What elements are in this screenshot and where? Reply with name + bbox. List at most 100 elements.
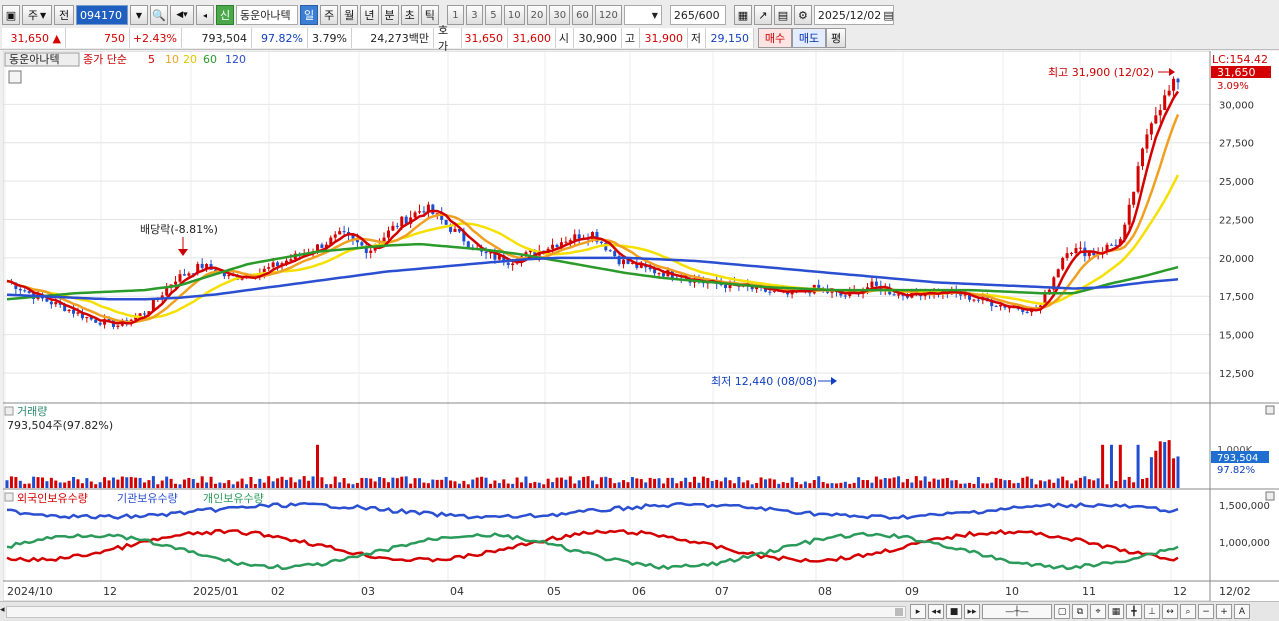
- ma-10-label[interactable]: 10: [165, 53, 179, 66]
- candle-body: [1163, 95, 1167, 110]
- forward-icon[interactable]: ▸▸: [964, 604, 980, 619]
- stock-tag-box[interactable]: [4, 52, 80, 67]
- tick-unit-120[interactable]: 120: [594, 5, 622, 25]
- sell-button[interactable]: 매도: [792, 28, 826, 48]
- search-icon[interactable]: 🔍: [150, 5, 168, 25]
- tick-unit-1[interactable]: 1: [446, 5, 464, 25]
- volume-bar: [936, 479, 940, 488]
- tick-unit-30[interactable]: 30: [549, 5, 571, 25]
- volume-bar: [1052, 482, 1056, 488]
- stop-icon[interactable]: ■: [946, 604, 962, 619]
- stock-code-input[interactable]: 094170: [76, 5, 128, 25]
- ma-120-label[interactable]: 120: [225, 53, 246, 66]
- volume-bar: [1012, 483, 1016, 488]
- volume-bar: [67, 480, 71, 488]
- grid-icon[interactable]: ▦: [1108, 604, 1124, 619]
- candle-body: [240, 278, 244, 280]
- buy-button[interactable]: 매수: [758, 28, 792, 48]
- zoom-slider[interactable]: —┼—: [982, 604, 1052, 619]
- prev-button[interactable]: 전: [54, 5, 74, 25]
- crosshair-icon[interactable]: ⌖: [1090, 604, 1106, 619]
- date-axis-label: 05: [547, 585, 561, 598]
- holding-panel-toggle[interactable]: [4, 492, 14, 502]
- trade-amount: 24,273백만: [352, 28, 434, 48]
- candle-body: [1052, 277, 1056, 290]
- candle-body: [577, 234, 581, 240]
- zoom-in-icon[interactable]: +: [1216, 604, 1232, 619]
- rewind-icon[interactable]: ◂◂: [928, 604, 944, 619]
- zoom-out-icon[interactable]: −: [1198, 604, 1214, 619]
- draw-tool-icon[interactable]: ↗: [753, 5, 772, 25]
- date-axis: 2024/10 12 2025/01 02 03 04 05 06 07 08 09 10 11 12: [7, 585, 1187, 598]
- ma-label: 종가 단순: [83, 53, 127, 66]
- save-icon[interactable]: ▤: [773, 5, 792, 25]
- ma-5-label[interactable]: 5: [148, 53, 155, 66]
- candle-type-icon[interactable]: ▦: [733, 5, 752, 25]
- volume-bar: [213, 483, 217, 488]
- tick-unit-10[interactable]: 10: [503, 5, 525, 25]
- pin-icon[interactable]: ⊥: [1144, 604, 1160, 619]
- candle-body: [165, 287, 169, 296]
- calculator-icon[interactable]: [8, 70, 22, 84]
- tick-unit-5[interactable]: 5: [484, 5, 502, 25]
- current-price-tag: [1211, 66, 1271, 78]
- layout-icon[interactable]: ▣: [2, 5, 20, 25]
- period-week[interactable]: 주: [320, 5, 339, 25]
- period-month[interactable]: 월: [340, 5, 359, 25]
- zoom-icon[interactable]: ⌕: [1180, 604, 1196, 619]
- foreign-holding-label[interactable]: 외국인보유수량: [17, 492, 88, 505]
- volume-bar: [821, 482, 825, 488]
- tick-unit-3[interactable]: 3: [465, 5, 483, 25]
- scroll-right-icon[interactable]: ▸: [910, 604, 926, 619]
- volume-bar: [1047, 479, 1051, 488]
- individual-holding-label[interactable]: 개인보유수량: [203, 492, 264, 505]
- ruler-icon[interactable]: ╋: [1126, 604, 1142, 619]
- period-minute[interactable]: 분: [380, 5, 399, 25]
- data-count-input[interactable]: 265/600: [669, 5, 726, 25]
- candle-body: [750, 286, 754, 290]
- horizontal-scrollbar[interactable]: [6, 606, 906, 618]
- arrows-icon[interactable]: ↔: [1162, 604, 1178, 619]
- stock-chart[interactable]: 동운아나텍 종가 단순 5 10 20 60 120 30,000 27,500 2…: [2, 50, 1279, 602]
- copy-icon[interactable]: ⧉: [1072, 604, 1088, 619]
- date-input[interactable]: 2025/12/02 ▤: [813, 5, 894, 25]
- stock-tag[interactable]: 동운아나텍: [9, 53, 60, 66]
- code-dropdown-icon[interactable]: ▼: [130, 5, 148, 25]
- volume-bar: [950, 480, 954, 488]
- volume-close-icon[interactable]: [1265, 405, 1275, 415]
- candle-body: [1061, 258, 1065, 270]
- tick-unit-60[interactable]: 60: [572, 5, 593, 25]
- period-year[interactable]: 년: [360, 5, 379, 25]
- scroll-thumb[interactable]: [895, 608, 903, 616]
- tick-unit-20[interactable]: 20: [526, 5, 548, 25]
- gear-icon[interactable]: ⚙: [793, 5, 812, 25]
- candle-body: [134, 316, 138, 320]
- volume-bar: [218, 482, 222, 488]
- period-second[interactable]: 초: [400, 5, 419, 25]
- candle-body: [466, 241, 470, 248]
- candle-body: [608, 250, 612, 252]
- candle-body: [724, 284, 728, 288]
- speaker-icon[interactable]: ◀▾: [170, 5, 194, 25]
- period-tick[interactable]: 틱: [420, 5, 439, 25]
- ma-20-label[interactable]: 20: [183, 53, 197, 66]
- candle-body: [1025, 311, 1029, 313]
- volume-panel-toggle[interactable]: [4, 406, 14, 416]
- screenshot-icon[interactable]: ▢: [1054, 604, 1070, 619]
- volume-bar: [94, 484, 98, 488]
- scroll-left-icon[interactable]: ◂: [0, 605, 5, 615]
- volume-bar: [710, 481, 714, 488]
- period-day[interactable]: 일: [300, 5, 319, 25]
- stock-nav-left-icon[interactable]: ◂: [196, 5, 214, 25]
- volume-bar: [959, 483, 963, 488]
- chart-area[interactable]: 동운아나텍 종가 단순 5 10 20 60 120 30,000 27,500 2…: [2, 50, 1279, 602]
- average-button[interactable]: 평: [826, 28, 846, 48]
- price-axis-tick: 27,500: [1219, 139, 1254, 150]
- market-select[interactable]: 주 ▼: [22, 5, 52, 25]
- holding-close-icon[interactable]: [1265, 491, 1275, 501]
- unit-dropdown[interactable]: ▼: [623, 5, 662, 25]
- font-size-icon[interactable]: A: [1234, 604, 1250, 619]
- ma-60-label[interactable]: 60: [203, 53, 217, 66]
- volume-bar: [1118, 444, 1122, 488]
- institution-holding-label[interactable]: 기관보유수량: [117, 492, 178, 505]
